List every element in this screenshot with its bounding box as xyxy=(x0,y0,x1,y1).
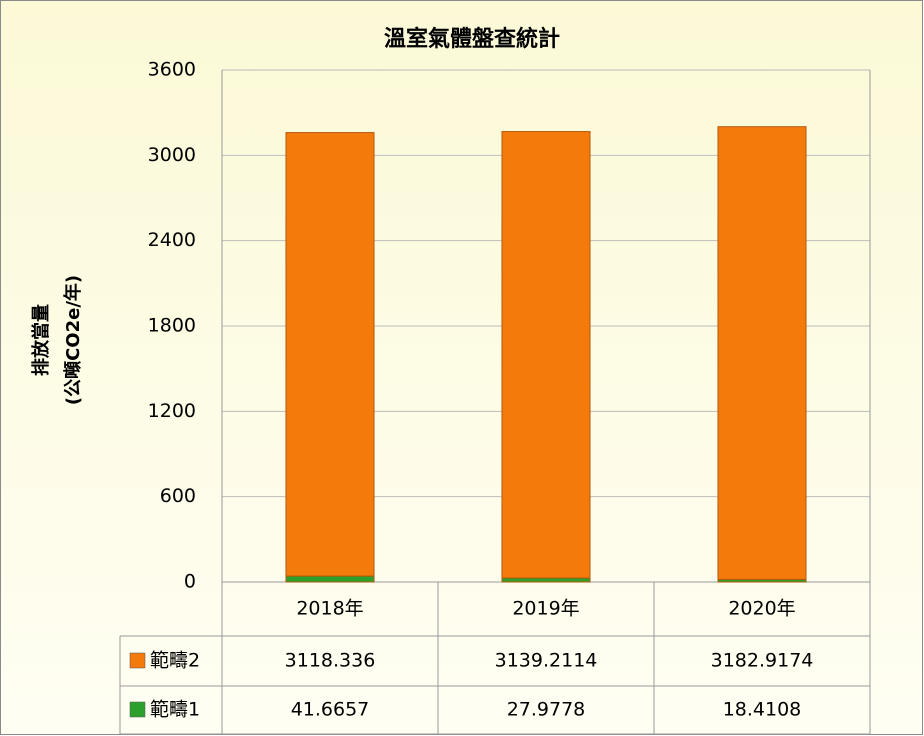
legend-swatch xyxy=(129,652,146,669)
x-tick-label: 2020年 xyxy=(728,598,795,620)
y-tick-label: 3000 xyxy=(148,144,196,166)
bar-segment xyxy=(285,132,375,577)
y-tick-label: 2400 xyxy=(148,229,196,251)
legend-label: 範疇1 xyxy=(150,699,200,721)
y-tick-label: 600 xyxy=(160,485,196,507)
table-value: 3182.9174 xyxy=(711,650,814,672)
legend-swatch xyxy=(129,701,146,718)
table-value: 18.4108 xyxy=(723,699,802,721)
x-tick-label: 2018年 xyxy=(296,598,363,620)
y-tick-label: 1200 xyxy=(148,400,196,422)
bar-segment xyxy=(717,126,807,580)
y-axis-title-line: (公噸CO2e/年) xyxy=(62,275,84,405)
y-axis-title: 排放當量 (公噸CO2e/年) xyxy=(30,275,84,405)
y-tick-label: 0 xyxy=(184,571,196,593)
y-axis-title-line: 排放當量 xyxy=(30,304,52,376)
bar-segment xyxy=(501,131,591,579)
y-tick-label: 1800 xyxy=(148,315,196,337)
chart-title: 溫室氣體盤查統計 xyxy=(384,26,560,52)
bar-segment xyxy=(285,575,375,583)
table-value: 3139.2114 xyxy=(495,650,598,672)
table-value: 3118.336 xyxy=(285,650,376,672)
x-tick-label: 2019年 xyxy=(512,598,579,620)
legend-label: 範疇2 xyxy=(150,650,200,672)
table-value: 27.9778 xyxy=(507,699,586,721)
bar-segment xyxy=(501,577,591,583)
y-tick-label: 3600 xyxy=(148,59,196,81)
table-value: 41.6657 xyxy=(291,699,370,721)
